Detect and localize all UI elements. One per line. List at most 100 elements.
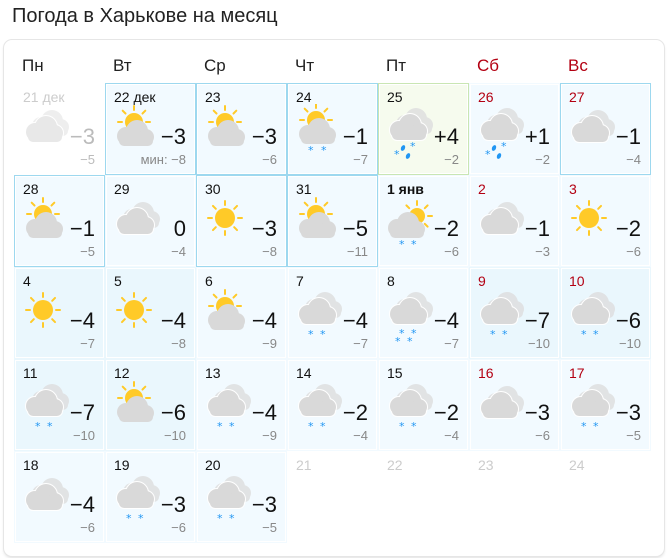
- night-temperature: −7: [353, 152, 368, 167]
- day-cell[interactable]: 19 * * −3 −6: [105, 451, 196, 543]
- cloudy-snow-icon: * *: [19, 380, 73, 434]
- day-cell[interactable]: 5 −4 −8: [105, 267, 196, 359]
- svg-text:*: *: [411, 420, 417, 433]
- day-cell[interactable]: 16 −3 −6: [469, 359, 560, 451]
- day-temperature: −4: [69, 492, 95, 517]
- svg-text:*: *: [217, 420, 223, 433]
- day-cell[interactable]: 2 −1 −3: [469, 175, 560, 267]
- day-temperature: −3: [615, 400, 641, 425]
- day-temperature: −7: [69, 400, 95, 425]
- night-temperature: −4: [444, 428, 459, 443]
- day-cell[interactable]: 21 дек −3 −5: [14, 83, 105, 175]
- cloudy-snow-icon: * *: [565, 380, 619, 434]
- day-cell[interactable]: 28 −1 −5: [14, 175, 105, 267]
- day-temperature: −7: [524, 308, 550, 333]
- night-temperature: −9: [262, 428, 277, 443]
- day-cell[interactable]: 23 −3 −6: [196, 83, 287, 175]
- day-cell[interactable]: 31 −5 −11: [287, 175, 378, 267]
- day-date: 20: [205, 457, 221, 473]
- day-cell[interactable]: 12 −6 −10: [105, 359, 196, 451]
- weekday-0: Пн: [22, 56, 44, 75]
- night-temperature: −2: [444, 152, 459, 167]
- svg-text:*: *: [593, 420, 599, 433]
- partly-cloudy-icon: [110, 380, 164, 434]
- day-cell[interactable]: 7 * * −4 −7: [287, 267, 378, 359]
- night-temperature: −9: [262, 336, 277, 351]
- page-title: Погода в Харькове на месяц: [12, 5, 278, 27]
- day-date: 29: [114, 181, 130, 197]
- day-cell[interactable]: 15 * * −2 −4: [378, 359, 469, 451]
- day-temperature: +1: [524, 124, 550, 149]
- night-temperature: −6: [535, 428, 550, 443]
- svg-text:*: *: [229, 420, 235, 433]
- night-temperature: −3: [535, 244, 550, 259]
- partly-cloudy-icon: [201, 104, 255, 158]
- day-date: 24: [296, 89, 312, 105]
- day-cell[interactable]: 24 * * −1 −7: [287, 83, 378, 175]
- night-temperature: −4: [353, 428, 368, 443]
- day-cell[interactable]: 13 * * −4 −9: [196, 359, 287, 451]
- day-cell[interactable]: 27 −1 −4: [560, 83, 651, 175]
- day-temperature: +4: [433, 124, 459, 149]
- cloudy-snow-icon: * *: [292, 380, 346, 434]
- day-cell[interactable]: 17 * * −3 −5: [560, 359, 651, 451]
- calendar-grid: 21 дек −3 −5 22 дек −3 мин: −8 23 −3 −6 24 * * −1 −7 2…: [14, 83, 651, 543]
- sunny-icon: [565, 196, 619, 250]
- day-date: 16: [478, 365, 494, 381]
- day-temperature: −1: [69, 216, 95, 241]
- day-cell[interactable]: 1 янв * * −2 −6: [378, 175, 469, 267]
- day-cell[interactable]: 14 * * −2 −4: [287, 359, 378, 451]
- svg-text:*: *: [395, 335, 401, 348]
- day-cell[interactable]: 30 −3 −8: [196, 175, 287, 267]
- day-cell[interactable]: 20 * * −3 −5: [196, 451, 287, 543]
- svg-text:*: *: [35, 420, 41, 433]
- sunny-icon: [19, 288, 73, 342]
- cloudy-icon: [19, 472, 73, 526]
- day-date: 11: [23, 365, 38, 381]
- day-temperature: −3: [160, 492, 186, 517]
- svg-text:*: *: [399, 327, 405, 340]
- day-cell[interactable]: 4 −4 −7: [14, 267, 105, 359]
- day-date: 23: [205, 89, 221, 105]
- day-cell[interactable]: 29 0 −4: [105, 175, 196, 267]
- svg-text:*: *: [320, 328, 326, 341]
- day-date: 5: [114, 273, 122, 289]
- partly-cloudy-icon: [292, 196, 346, 250]
- day-cell[interactable]: 9 * * −7 −10: [469, 267, 560, 359]
- day-cell[interactable]: 3 −2 −6: [560, 175, 651, 267]
- day-temperature: −6: [160, 400, 186, 425]
- day-cell: 22: [378, 451, 469, 543]
- day-temperature: −2: [433, 400, 459, 425]
- day-cell[interactable]: 22 дек −3 мин: −8: [105, 83, 196, 175]
- day-date: 4: [23, 273, 31, 289]
- day-date: 19: [114, 457, 130, 473]
- day-cell: 23: [469, 451, 560, 543]
- night-temperature: −7: [444, 336, 459, 351]
- day-cell[interactable]: 18 −4 −6: [14, 451, 105, 543]
- svg-text:*: *: [126, 512, 132, 525]
- night-temperature: −11: [346, 244, 368, 259]
- day-date: 23: [478, 457, 494, 473]
- day-cell[interactable]: 26 * * +1 −2: [469, 83, 560, 175]
- day-temperature: −2: [342, 400, 368, 425]
- day-cell[interactable]: 8 * * * * −4 −7: [378, 267, 469, 359]
- cloudy-icon: [565, 104, 619, 158]
- svg-text:*: *: [308, 328, 314, 341]
- day-temperature: −4: [251, 308, 277, 333]
- day-cell[interactable]: 10 * * −6 −10: [560, 267, 651, 359]
- weekday-header: Пн Вт Ср Чт Пт Сб Вс: [14, 56, 651, 76]
- cloudy-snow-icon: * *: [201, 472, 255, 526]
- day-cell[interactable]: 6 −4 −9: [196, 267, 287, 359]
- svg-text:*: *: [394, 148, 400, 161]
- day-date: 7: [296, 273, 304, 289]
- day-date: 21 дек: [23, 89, 65, 105]
- day-temperature: −3: [524, 400, 550, 425]
- night-temperature: −5: [80, 152, 95, 167]
- day-temperature: −5: [342, 216, 368, 241]
- sunny-icon: [110, 288, 164, 342]
- svg-text:*: *: [485, 148, 491, 161]
- day-cell[interactable]: 25 * * +4 −2: [378, 83, 469, 175]
- svg-text:*: *: [581, 420, 587, 433]
- cloudy-icon: [474, 380, 528, 434]
- day-cell[interactable]: 11 * * −7 −10: [14, 359, 105, 451]
